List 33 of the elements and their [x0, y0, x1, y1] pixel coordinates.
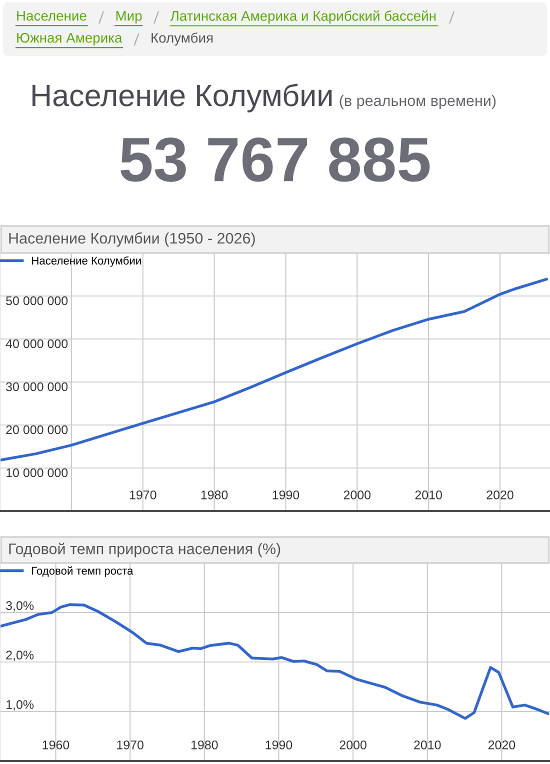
text: Годовой темп роста: [32, 566, 134, 577]
x-tick-label: 1970: [117, 740, 144, 750]
text: Латинская Америка и Карибский бассейн: [170, 10, 436, 24]
x-tick-label: 1980: [201, 490, 228, 500]
x-tick-label: 2020: [488, 740, 516, 750]
y-tick-label: 30 000 000: [6, 382, 68, 392]
x-tick-label: 2000: [340, 740, 366, 750]
y-tick-label: 50 000 000: [6, 296, 68, 306]
chart-title: Годовой темп прироста населения (%): [9, 542, 280, 558]
x-tick-label: 1990: [272, 490, 300, 500]
x-tick-label: 1970: [130, 490, 156, 500]
text: Мир: [116, 11, 142, 24]
text: Население Колумбии: [32, 84, 332, 112]
x-tick-label: 2010: [415, 490, 442, 500]
x-tick-label: 1960: [42, 740, 70, 750]
y-tick-label: 1,0%: [6, 700, 34, 711]
x-tick-label: 2020: [486, 490, 514, 500]
x-tick-label: 1980: [191, 740, 218, 750]
x-tick-label: 1990: [266, 740, 292, 750]
y-tick-label: 40 000 000: [6, 339, 68, 348]
text: Южная Америка: [17, 32, 122, 46]
y-tick-label: 3,0%: [6, 601, 34, 612]
y-tick-label: 10 000 000: [6, 468, 68, 478]
text: (в реальном времени): [340, 94, 496, 110]
text: Население Колумбии: [32, 256, 141, 267]
text: Колумбия: [152, 32, 213, 46]
y-tick-label: 2,0%: [6, 650, 34, 662]
text: 53 767 885: [120, 138, 430, 182]
text: Население: [17, 11, 86, 21]
chart-title: Население Колумбии (1950 - 2026): [9, 232, 255, 247]
x-tick-label: 2000: [344, 490, 371, 500]
x-tick-label: 2010: [414, 740, 441, 750]
y-tick-label: 20 000 000: [6, 425, 68, 434]
